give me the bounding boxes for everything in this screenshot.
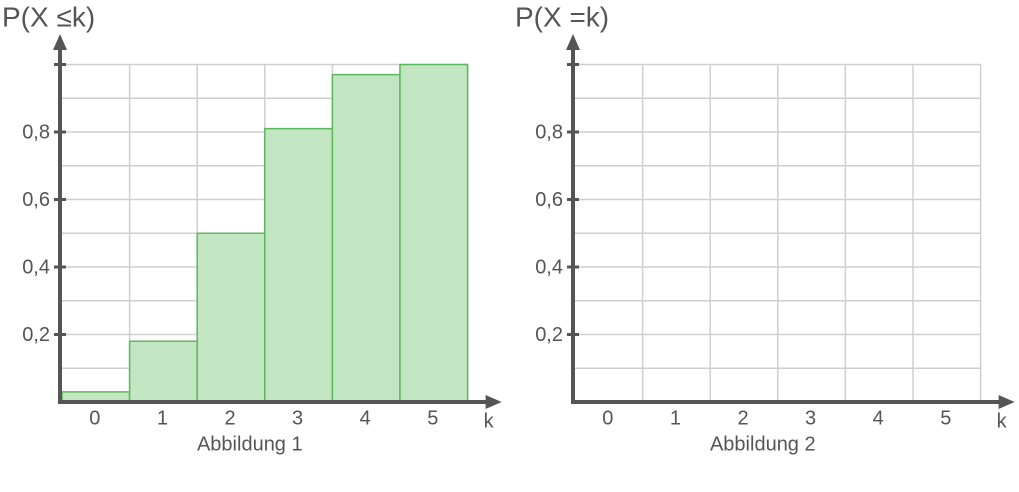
x-tick-label: 3 [292, 407, 303, 429]
bar [196, 232, 266, 403]
x-tick-label: 5 [427, 407, 438, 429]
x-tick-label: 2 [737, 407, 748, 429]
bar [128, 340, 198, 403]
y-tick-label: 0,8 [535, 121, 563, 143]
x-axis-arrow [485, 395, 502, 409]
y-tick-label: 0,2 [535, 324, 563, 346]
y-tick-label: 0,6 [535, 189, 563, 211]
x-axis-label: k [484, 410, 495, 432]
y-axis-title: P(X =k) [515, 1, 609, 32]
y-axis-title: P(X ≤k) [2, 1, 95, 32]
x-tick-label: 4 [873, 407, 884, 429]
y-tick-label: 0,4 [22, 256, 50, 278]
x-tick-label: 2 [224, 407, 235, 429]
x-tick-label: 0 [602, 407, 613, 429]
x-tick-label: 3 [805, 407, 816, 429]
bar [331, 73, 401, 403]
caption: Abbildung 1 [197, 433, 303, 455]
bar [399, 63, 469, 403]
y-axis-arrow [566, 34, 580, 50]
caption: Abbildung 2 [710, 433, 816, 455]
y-tick-label: 0,8 [22, 121, 50, 143]
y-tick-label: 0,4 [535, 256, 563, 278]
x-axis-arrow [998, 395, 1015, 409]
y-tick-label: 0,2 [22, 324, 50, 346]
x-tick-label: 1 [670, 407, 681, 429]
y-axis-arrow [53, 34, 67, 50]
x-tick-label: 1 [157, 407, 168, 429]
x-axis-label: k [997, 410, 1008, 432]
bar [264, 127, 334, 403]
y-tick-label: 0,6 [22, 189, 50, 211]
x-tick-label: 4 [360, 407, 371, 429]
x-tick-label: 0 [89, 407, 100, 429]
x-tick-label: 5 [940, 407, 951, 429]
